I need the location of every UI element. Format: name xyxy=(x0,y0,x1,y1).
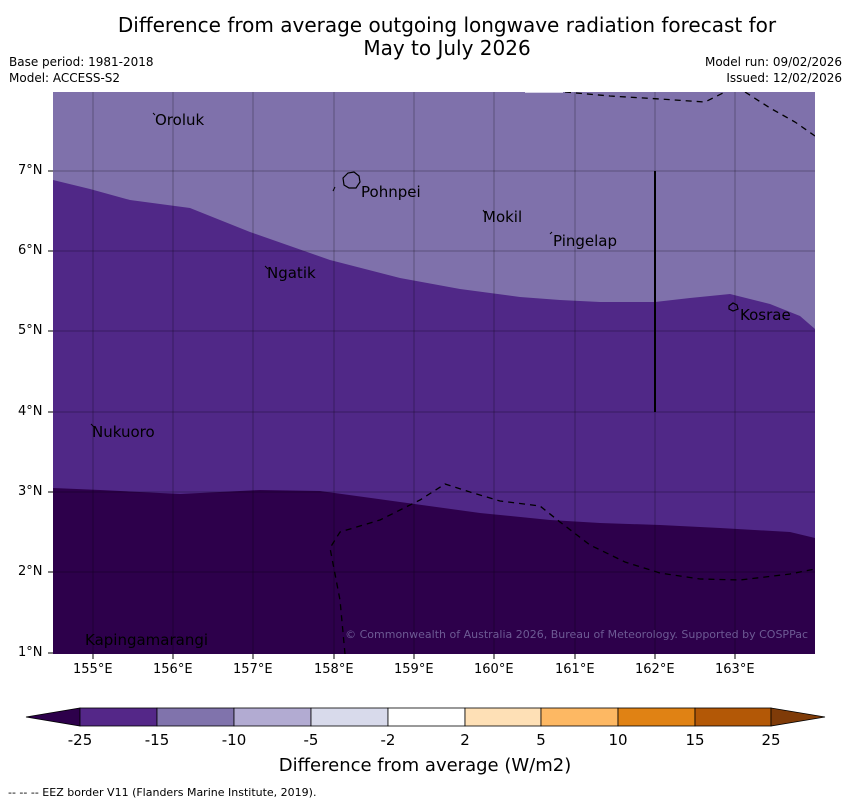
pohnpei-islet xyxy=(332,186,336,192)
kosrae-island xyxy=(728,302,739,312)
lon-label: 155°E xyxy=(73,662,113,677)
copyright-notice: © Commonwealth of Australia 2026, Bureau… xyxy=(345,628,808,641)
lat-label: 5°N xyxy=(18,323,43,338)
colorbar-segment xyxy=(79,707,158,727)
nukuoro-atoll xyxy=(90,423,95,428)
lon-label: 163°E xyxy=(715,662,755,677)
colorbar-segment xyxy=(233,707,312,727)
lat-label: 2°N xyxy=(18,564,43,579)
lon-label: 159°E xyxy=(394,662,434,677)
lon-label: 162°E xyxy=(635,662,675,677)
colorbar-tick: 5 xyxy=(536,731,546,749)
pohnpei-island xyxy=(342,171,361,189)
colorbar-segment xyxy=(156,707,235,727)
lon-label: 156°E xyxy=(153,662,193,677)
lat-label: 3°N xyxy=(18,484,43,499)
colorbar-segment xyxy=(540,707,619,727)
lon-label: 157°E xyxy=(233,662,273,677)
model-name: Model: ACCESS-S2 xyxy=(9,71,121,85)
colorbar-low-extend xyxy=(25,707,81,727)
lat-label: 6°N xyxy=(18,243,43,258)
colorbar xyxy=(25,707,826,727)
place-pohnpei: Pohnpei xyxy=(361,183,421,201)
place-nukuoro: Nukuoro xyxy=(92,423,155,441)
place-mokil: Mokil xyxy=(483,208,523,226)
lat-label: 4°N xyxy=(18,404,43,419)
colorbar-segment xyxy=(310,707,389,727)
base-period: Base period: 1981-2018 xyxy=(9,55,154,69)
map-title: Difference from average outgoing longwav… xyxy=(0,14,850,60)
colorbar-tick: 2 xyxy=(460,731,470,749)
eez-footnote: -- -- -- EEZ border V11 (Flanders Marine… xyxy=(8,786,317,799)
colorbar-segment xyxy=(464,707,542,727)
issued-date: Issued: 12/02/2026 xyxy=(726,71,842,85)
place-pingelap: Pingelap xyxy=(553,232,618,250)
colorbar-tick: -2 xyxy=(380,731,396,749)
axis-ticks xyxy=(48,170,736,659)
eez-border xyxy=(329,92,815,654)
title-line-1: Difference from average outgoing longwav… xyxy=(117,13,777,37)
lat-label: 1°N xyxy=(18,645,43,660)
colorbar-segment xyxy=(617,707,696,727)
model-run: Model run: 09/02/2026 xyxy=(704,55,842,69)
ngatik-atoll xyxy=(264,265,269,270)
band-below-minus25 xyxy=(53,488,815,654)
colorbar-label: Difference from average (W/m2) xyxy=(278,755,572,776)
colorbar-tick: 10 xyxy=(608,731,628,749)
title-line-2: May to July 2026 xyxy=(363,36,531,60)
place-kosrae: Kosrae xyxy=(740,306,791,324)
place-ngatik: Ngatik xyxy=(267,264,316,282)
lon-label: 158°E xyxy=(314,662,354,677)
colorbar-tick: -15 xyxy=(144,731,170,749)
lat-label: 7°N xyxy=(18,163,43,178)
lon-label: 161°E xyxy=(555,662,595,677)
colorbar-tick: 15 xyxy=(685,731,705,749)
colorbar-segment xyxy=(694,707,772,727)
place-kapingamarangi: Kapingamarangi xyxy=(85,631,209,649)
colorbar-tick: 25 xyxy=(761,731,781,749)
colorbar-high-extend xyxy=(770,707,826,727)
oroluk-atoll xyxy=(152,112,156,116)
colorbar-tick: -10 xyxy=(221,731,247,749)
colorbar-tick: -5 xyxy=(303,731,319,749)
lon-label: 160°E xyxy=(474,662,514,677)
colorbar-tick: -25 xyxy=(67,731,93,749)
colorbar-segment xyxy=(387,707,466,727)
place-oroluk: Oroluk xyxy=(155,111,205,129)
pingelap-atoll xyxy=(549,231,553,235)
mokil-atoll xyxy=(482,209,486,214)
graticule xyxy=(53,92,815,654)
